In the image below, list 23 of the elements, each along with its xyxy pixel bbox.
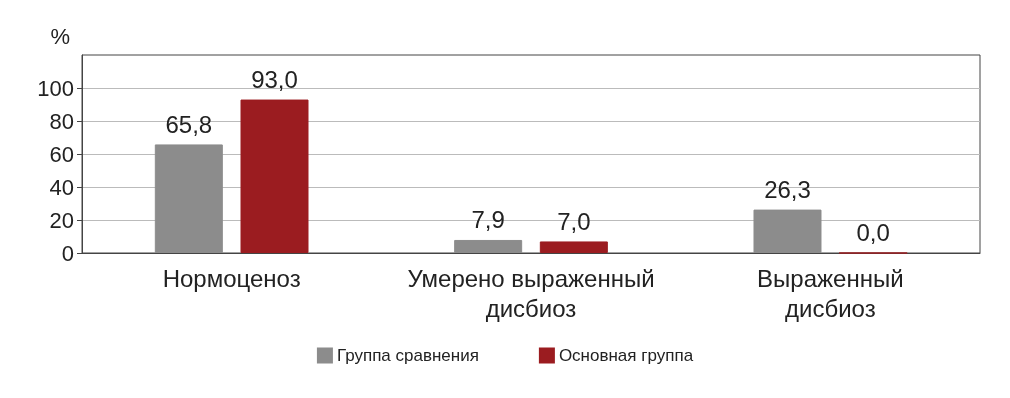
x-tick-label: Умерено выраженный дисбиоз (407, 264, 655, 322)
bar (539, 241, 608, 253)
y-axis-title: % (50, 23, 70, 49)
y-tick-label: 20 (49, 207, 74, 233)
y-tick-label: 0 (61, 240, 74, 266)
bar (454, 239, 523, 253)
x-tick-label: Нормоценоз (162, 264, 301, 292)
x-tick-label: Выраженный дисбиоз (757, 264, 904, 322)
y-tick-label: 60 (49, 141, 74, 167)
legend-label: Группа сравнения (336, 346, 479, 365)
data-label: 7,0 (557, 207, 591, 235)
y-tick-label: 80 (49, 108, 74, 134)
data-label: 7,9 (471, 206, 505, 234)
data-label: 65,8 (165, 110, 213, 138)
y-tick-label: 40 (49, 174, 74, 200)
data-label: 93,0 (251, 66, 298, 94)
data-label: 26,3 (764, 176, 811, 204)
y-tick-label: 100 (37, 75, 74, 101)
bar (154, 144, 223, 253)
bar (240, 99, 309, 253)
legend-label: Основная группа (558, 346, 694, 365)
bar (753, 209, 822, 253)
data-label: 0,0 (856, 219, 890, 246)
